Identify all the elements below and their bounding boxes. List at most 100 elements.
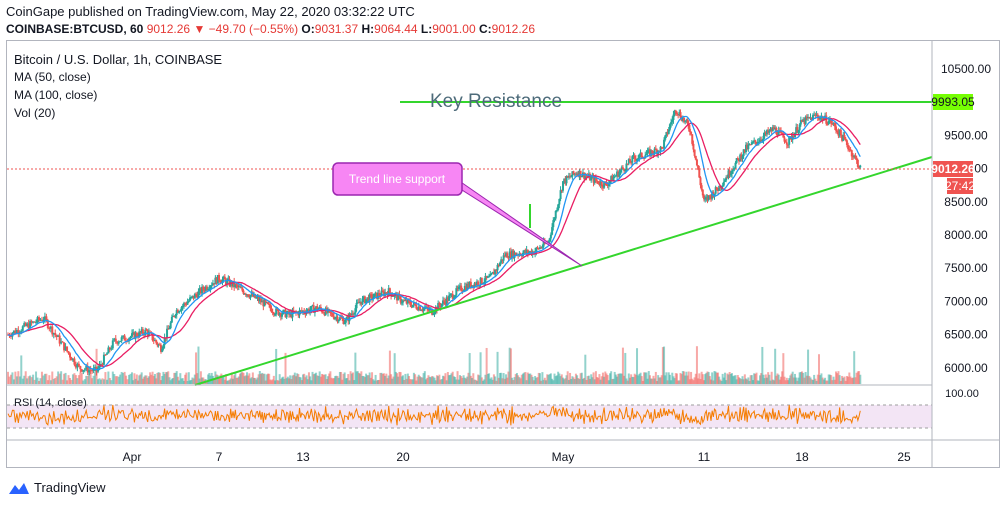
- symbol-line: COINBASE:BTCUSD, 60 9012.26 ▼ −49.70 (−0…: [6, 22, 535, 36]
- candle-body: [222, 276, 225, 280]
- volume-bar: [536, 377, 539, 384]
- volume-bar: [606, 375, 609, 384]
- volume-bar: [33, 379, 36, 384]
- candle-body: [626, 163, 629, 165]
- volume-bar: [181, 378, 184, 384]
- volume-bar: [97, 379, 100, 384]
- time-axis[interactable]: Apr 7 13 20 May 11 18 25: [123, 450, 911, 464]
- volume-bar: [242, 372, 245, 384]
- candle-body: [569, 176, 572, 178]
- volume-bar: [233, 375, 236, 384]
- candle-body: [114, 338, 117, 342]
- volume-bar: [456, 371, 459, 384]
- volume-bar: [400, 376, 403, 384]
- candle-body: [306, 309, 309, 312]
- volume-bar: [638, 373, 641, 384]
- candle-body: [257, 297, 260, 302]
- volume-bar: [325, 378, 328, 384]
- volume-bar: [185, 372, 188, 384]
- candle-body: [299, 310, 302, 312]
- volume-bar: [35, 371, 38, 384]
- candle-body: [427, 308, 430, 311]
- candle-body: [324, 308, 327, 316]
- trend-line-support[interactable]: [194, 156, 933, 386]
- ma100-legend[interactable]: MA (100, close): [14, 88, 98, 102]
- candle-body: [330, 312, 333, 314]
- candle-body: [613, 176, 616, 178]
- candle-body: [639, 152, 642, 155]
- volume-bar: [856, 371, 859, 384]
- candle-body: [42, 319, 45, 321]
- volume-bar: [324, 374, 327, 384]
- candle-body: [816, 114, 819, 118]
- chart-frame: [6, 40, 1000, 468]
- volume-bar: [822, 379, 825, 384]
- candle-body: [627, 159, 630, 164]
- candle-body: [754, 140, 757, 142]
- volume-bar: [462, 375, 465, 384]
- tradingview-logo[interactable]: TradingView: [8, 480, 106, 495]
- volume-bar: [247, 375, 250, 384]
- candle-body: [763, 132, 766, 136]
- resistance-price-label: [933, 94, 973, 110]
- candle-body: [285, 313, 288, 318]
- volume-bar: [555, 375, 558, 384]
- low-value: 9001.00: [432, 22, 476, 36]
- volume-bar: [198, 378, 201, 384]
- candle-body: [780, 130, 782, 133]
- volume-bar: [477, 374, 480, 384]
- volume-bar: [557, 371, 560, 384]
- volume-bar: [195, 352, 198, 384]
- volume-bar: [593, 379, 596, 384]
- last-price-text: 9012.26: [931, 162, 975, 176]
- volume-bar: [207, 374, 210, 384]
- candle-body: [654, 148, 657, 150]
- candle-body: [337, 319, 340, 322]
- volume-bar: [189, 380, 191, 384]
- candle-body: [205, 286, 208, 290]
- volume-bar: [490, 377, 493, 384]
- volume-bar: [827, 374, 830, 384]
- candle-body: [729, 173, 732, 176]
- volume-bar: [672, 376, 675, 384]
- trend-support-callout[interactable]: [332, 162, 463, 196]
- candle-body: [261, 300, 264, 303]
- candle-body: [601, 186, 604, 188]
- volume-bar: [449, 374, 452, 384]
- volume-bar: [598, 374, 601, 384]
- candle-body: [236, 285, 239, 288]
- ma50-legend[interactable]: MA (50, close): [14, 70, 91, 84]
- candle-body: [525, 249, 528, 254]
- volume-bar: [349, 371, 352, 384]
- volume-bar: [457, 379, 460, 384]
- volume-bar: [494, 376, 497, 384]
- candle-body: [74, 364, 77, 368]
- candle-body: [739, 154, 742, 162]
- volume-legend[interactable]: Vol (20): [14, 106, 56, 120]
- candle-body: [274, 314, 276, 316]
- candle-body: [323, 312, 326, 316]
- rsi-legend[interactable]: RSI (14, close): [14, 397, 87, 409]
- candle-body: [161, 348, 164, 352]
- candle-body: [598, 183, 601, 186]
- candle-body: [535, 247, 538, 252]
- volume-bar: [228, 379, 231, 384]
- candle-body: [362, 296, 365, 299]
- candle-body: [246, 294, 248, 296]
- volume-bar: [486, 373, 489, 384]
- candle-body: [402, 300, 404, 303]
- volume-bar: [717, 372, 719, 384]
- volume-bar: [64, 372, 67, 384]
- volume-bar: [532, 380, 535, 384]
- candle-body: [243, 293, 246, 295]
- candle-body: [335, 316, 338, 318]
- candle-body: [310, 305, 313, 310]
- candle-body: [366, 297, 369, 300]
- candle-body: [225, 279, 227, 285]
- volume-bar: [852, 377, 854, 384]
- volume-bar: [631, 376, 634, 384]
- volume-bar: [208, 373, 211, 384]
- volume-bar: [179, 373, 182, 384]
- volume-bar: [243, 376, 246, 384]
